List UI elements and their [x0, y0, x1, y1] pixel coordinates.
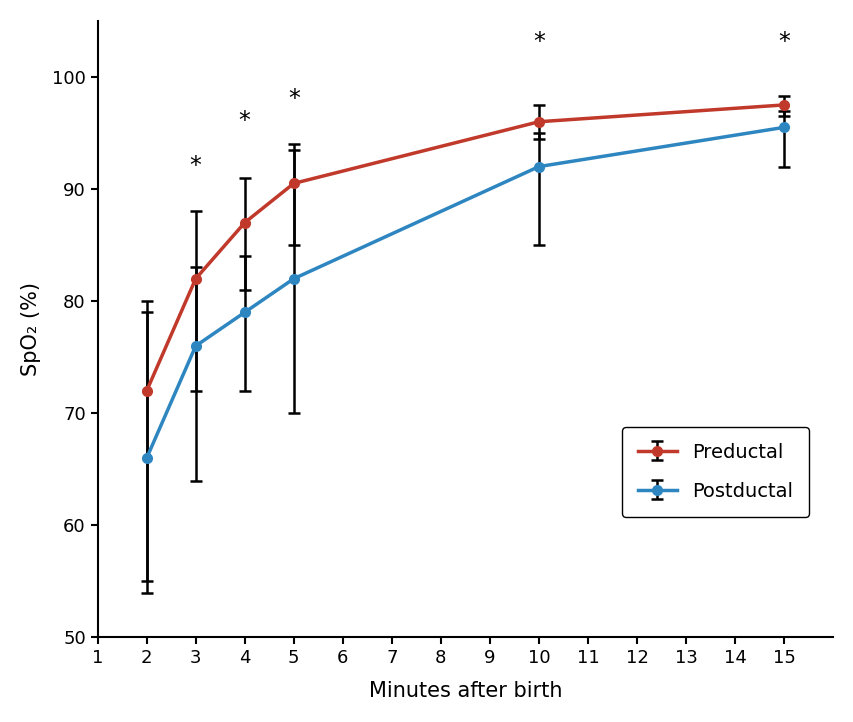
Y-axis label: SpO₂ (%): SpO₂ (%): [20, 282, 41, 376]
Legend: Preductal, Postductal: Preductal, Postductal: [622, 427, 808, 517]
Text: *: *: [532, 30, 544, 54]
Text: *: *: [287, 87, 299, 110]
X-axis label: Minutes after birth: Minutes after birth: [368, 681, 561, 701]
Text: *: *: [189, 154, 201, 178]
Text: *: *: [777, 30, 789, 54]
Text: *: *: [239, 109, 251, 133]
